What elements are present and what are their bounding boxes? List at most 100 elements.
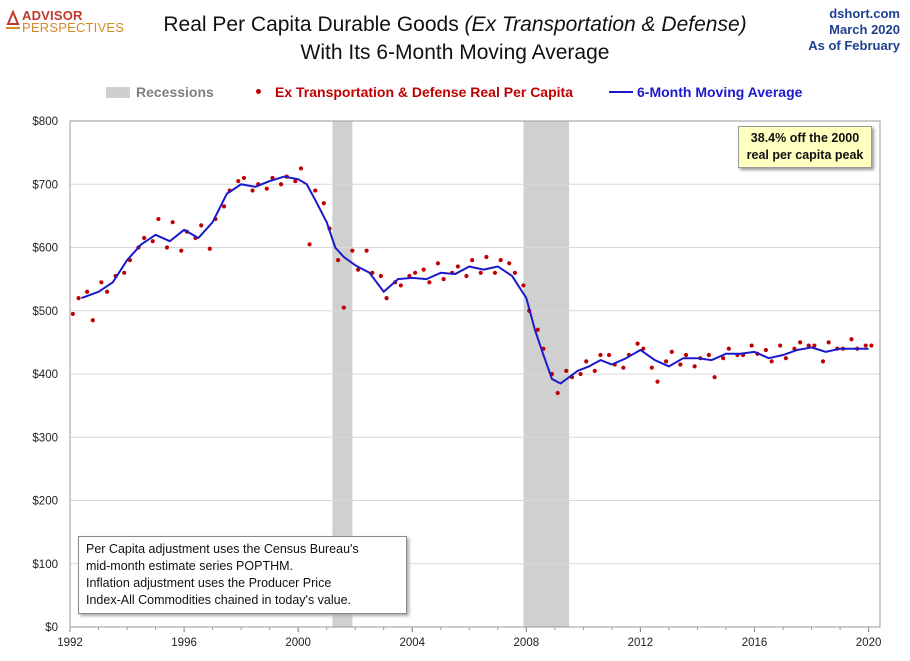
data-point bbox=[236, 178, 241, 184]
x-tick-label: 2016 bbox=[742, 637, 768, 649]
data-point bbox=[806, 343, 811, 348]
data-point bbox=[321, 201, 326, 206]
plot-frame bbox=[69, 120, 881, 628]
x-tick-label: 2000 bbox=[285, 637, 311, 649]
data-point bbox=[307, 242, 312, 247]
data-point bbox=[470, 258, 475, 263]
data-point bbox=[706, 352, 711, 358]
data-point bbox=[812, 343, 817, 348]
annotation-box: 38.4% off the 2000 real per capita peak bbox=[738, 126, 872, 168]
data-point bbox=[555, 390, 560, 396]
legend-recessions-label: Recessions bbox=[136, 84, 214, 100]
data-point bbox=[264, 186, 269, 191]
data-point bbox=[849, 337, 854, 342]
annotation-line1: 38.4% off the 2000 bbox=[750, 131, 860, 145]
data-point bbox=[378, 273, 383, 279]
legend-points: Ex Transportation & Defense Real Per Cap… bbox=[256, 84, 573, 100]
data-point bbox=[663, 359, 669, 364]
data-point bbox=[122, 270, 127, 275]
data-point bbox=[564, 368, 569, 373]
data-point bbox=[749, 343, 754, 348]
y-tick-label: $100 bbox=[32, 559, 58, 571]
data-point bbox=[798, 340, 803, 345]
data-point bbox=[778, 343, 783, 348]
data-point bbox=[298, 166, 304, 171]
logo-line1: ADVISOR bbox=[22, 8, 83, 23]
data-point bbox=[421, 267, 426, 272]
data-point bbox=[250, 188, 255, 193]
x-tick-label: 1992 bbox=[57, 637, 83, 649]
note-line3: Inflation adjustment uses the Producer P… bbox=[86, 576, 332, 590]
data-point bbox=[435, 261, 441, 266]
data-point bbox=[592, 368, 597, 373]
data-point bbox=[649, 365, 654, 370]
data-point bbox=[76, 296, 81, 301]
legend-ma-label: 6-Month Moving Average bbox=[637, 84, 803, 100]
data-point bbox=[669, 349, 674, 354]
chart-title-line1: Real Per Capita Durable Goods (Ex Transp… bbox=[0, 13, 910, 37]
data-point bbox=[584, 359, 589, 364]
y-tick-label: $200 bbox=[32, 496, 58, 508]
y-tick-label: $800 bbox=[32, 116, 58, 128]
data-point bbox=[407, 273, 412, 279]
y-tick-label: $700 bbox=[32, 179, 58, 191]
source-asof: As of February bbox=[808, 38, 900, 53]
data-point bbox=[70, 311, 75, 317]
data-point bbox=[635, 341, 640, 346]
data-point bbox=[384, 296, 389, 301]
data-point bbox=[641, 346, 646, 351]
advisor-logo-icon bbox=[6, 10, 20, 29]
data-point bbox=[763, 347, 769, 353]
data-point bbox=[313, 188, 318, 193]
data-point bbox=[712, 375, 717, 380]
data-point bbox=[863, 343, 868, 348]
y-tick-label: $0 bbox=[45, 622, 58, 634]
data-point bbox=[598, 352, 603, 358]
data-point bbox=[826, 340, 831, 345]
data-point bbox=[164, 245, 170, 250]
data-point bbox=[512, 270, 518, 275]
data-point bbox=[478, 270, 483, 275]
data-point bbox=[521, 283, 526, 288]
data-point bbox=[484, 254, 489, 260]
x-tick-label: 2020 bbox=[856, 637, 882, 649]
data-point bbox=[498, 258, 503, 263]
moving-average-line bbox=[81, 175, 869, 385]
source-date: March 2020 bbox=[829, 22, 900, 37]
recession-swatch bbox=[106, 87, 130, 98]
data-point bbox=[104, 289, 110, 294]
chart-title-line2: With Its 6-Month Moving Average bbox=[300, 41, 610, 64]
data-point bbox=[820, 359, 826, 364]
note-line2: mid-month estimate series POPTHM. bbox=[86, 559, 293, 573]
data-point bbox=[364, 248, 369, 253]
annotation-line2: real per capita peak bbox=[746, 148, 864, 162]
data-point bbox=[726, 346, 731, 351]
data-point bbox=[578, 371, 583, 377]
y-tick-label: $600 bbox=[32, 243, 58, 255]
data-point bbox=[621, 365, 626, 370]
data-point bbox=[678, 362, 683, 367]
logo-line2: PERSPECTIVES bbox=[22, 20, 125, 35]
title-main: Real Per Capita Durable Goods bbox=[163, 13, 465, 36]
data-point bbox=[170, 220, 175, 225]
data-point bbox=[150, 239, 155, 244]
note-line4: Index-All Commodities chained in today's… bbox=[86, 593, 352, 607]
data-point bbox=[85, 289, 90, 294]
title-italic: (Ex Transportation & Defense) bbox=[464, 13, 747, 36]
y-tick-label: $500 bbox=[32, 306, 58, 318]
data-point bbox=[869, 343, 874, 348]
data-point bbox=[179, 248, 184, 253]
methodology-note: Per Capita adjustment uses the Census Bu… bbox=[78, 536, 407, 614]
data-point bbox=[142, 235, 147, 241]
y-tick-label: $400 bbox=[32, 369, 58, 381]
data-point bbox=[606, 352, 612, 358]
data-point bbox=[350, 248, 355, 253]
data-point bbox=[99, 280, 104, 285]
x-tick-label: 2012 bbox=[628, 637, 654, 649]
data-point bbox=[535, 327, 540, 332]
data-point bbox=[427, 280, 432, 285]
points-swatch bbox=[256, 89, 261, 94]
data-point bbox=[335, 258, 341, 263]
data-point bbox=[507, 261, 512, 266]
